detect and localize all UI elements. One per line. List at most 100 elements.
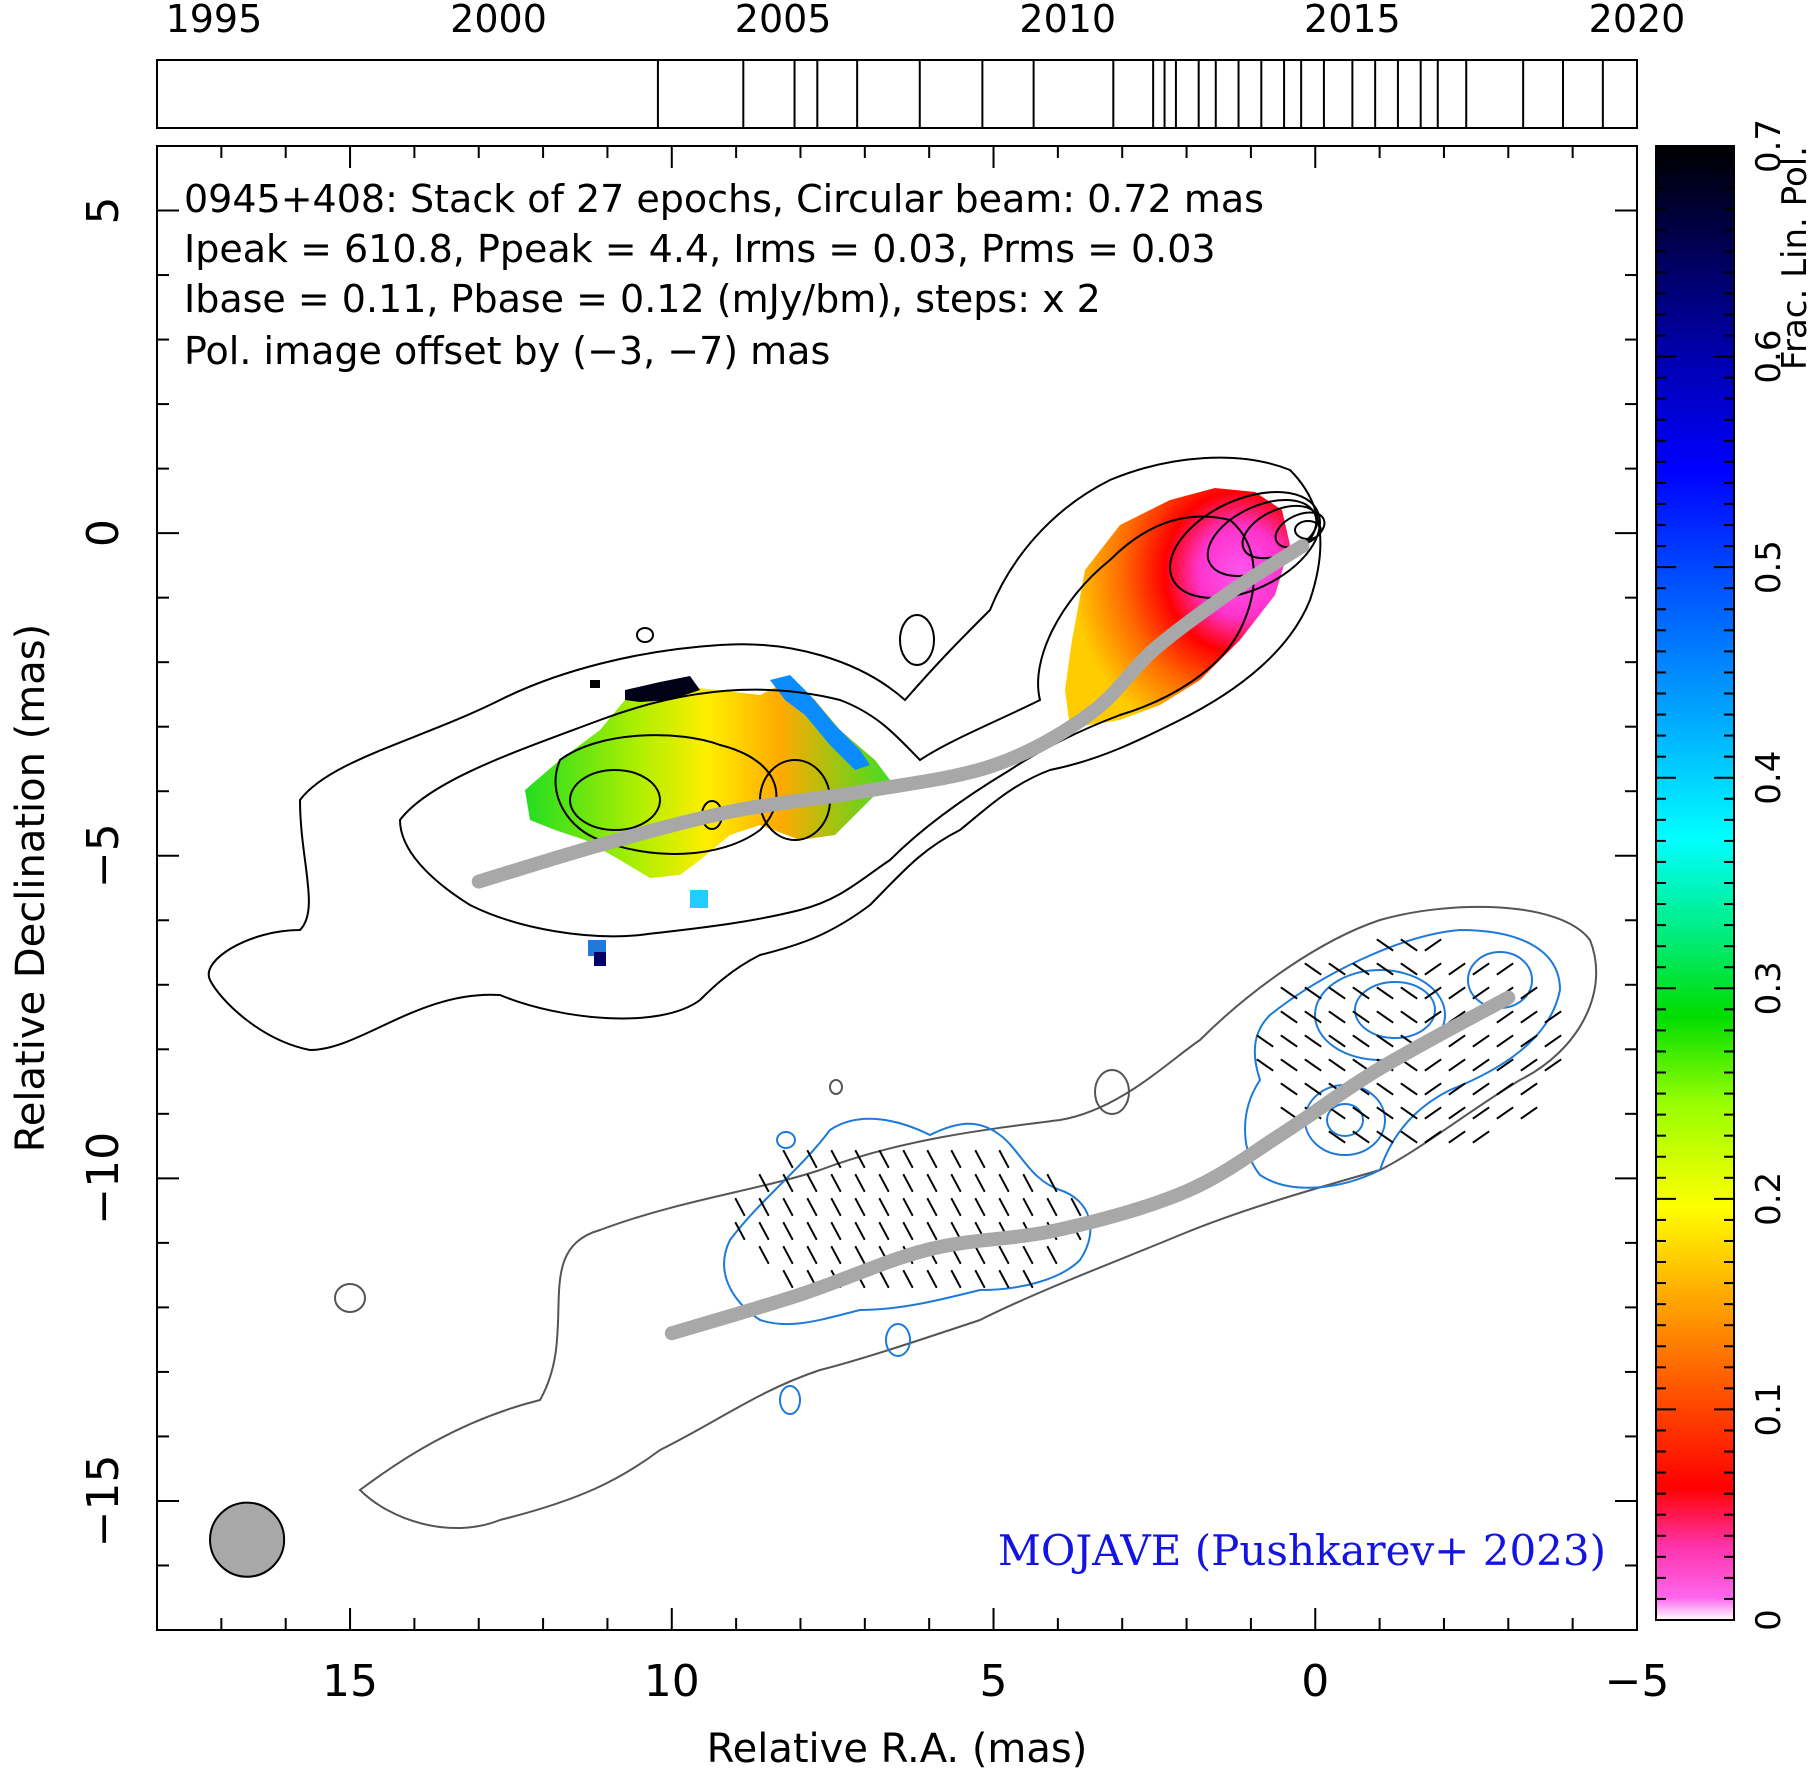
evpa-stick: [1256, 1058, 1274, 1072]
evpa-stick: [1424, 962, 1442, 976]
evpa-stick: [830, 1245, 842, 1265]
evpa-stick: [926, 1269, 938, 1289]
ridgeline-polarized: [664, 990, 1516, 1341]
evpa-stick: [1496, 1010, 1514, 1024]
evpa-stick: [974, 1197, 986, 1217]
evpa-stick: [1304, 1010, 1322, 1024]
total-contour-2: [398, 515, 1255, 938]
evpa-stick: [1280, 1106, 1298, 1120]
evpa-stick: [1046, 1197, 1058, 1217]
colorbar-tick-label: 0.6: [1749, 330, 1789, 384]
evpa-stick: [1544, 1010, 1562, 1024]
timeline-year-label: 2010: [1019, 0, 1116, 41]
evpa-stick: [734, 1221, 746, 1241]
fpol-core-region: [1065, 488, 1290, 728]
evpa-stick: [1448, 1082, 1466, 1096]
evpa-stick: [1496, 962, 1514, 976]
evpa-stick: [1352, 1130, 1370, 1144]
evpa-stick: [1022, 1173, 1034, 1193]
evpa-stick: [878, 1221, 890, 1241]
timeline-year-labels: 1995 2000 2005 2010 2015 2020: [166, 0, 1686, 41]
pol-contour-core-3: [1354, 981, 1436, 1039]
evpa-stick: [830, 1149, 842, 1169]
y-tick-label: −5: [78, 823, 129, 888]
evpa-stick: [1448, 1106, 1466, 1120]
total-intensity-contours: [207, 456, 1326, 1052]
colorbar-tick-label: 0.5: [1749, 540, 1789, 594]
fpol-jet-blue-edge: [770, 675, 870, 770]
evpa-stick: [1448, 986, 1466, 1000]
evpa-stick: [1280, 986, 1298, 1000]
evpa-stick: [758, 1245, 770, 1265]
evpa-stick: [854, 1149, 866, 1169]
fractional-polarization-map: [525, 488, 1290, 966]
evpa-stick: [1424, 986, 1442, 1000]
evpa-stick: [1496, 1058, 1514, 1072]
total-contour-outer: [207, 456, 1322, 1052]
evpa-stick: [902, 1221, 914, 1241]
total-contour-knot-a: [569, 769, 661, 831]
pol-base-island-2: [334, 1283, 366, 1313]
colorbar-ticks: [1656, 145, 1734, 1621]
pol-contour-blob-b: [779, 1385, 801, 1415]
evpa-stick: [950, 1197, 962, 1217]
evpa-stick: [734, 1197, 746, 1217]
evpa-stick: [1472, 1130, 1490, 1144]
evpa-stick: [1280, 1034, 1298, 1048]
evpa-stick: [1400, 1130, 1418, 1144]
evpa-stick: [1496, 1082, 1514, 1096]
beam-ellipse: [209, 1501, 286, 1578]
evpa-stick: [1424, 1010, 1442, 1024]
evpa-stick: [1520, 1010, 1538, 1024]
evpa-stick: [974, 1149, 986, 1169]
evpa-stick: [878, 1149, 890, 1169]
evpa-stick: [1472, 962, 1490, 976]
evpa-stick: [1328, 1058, 1346, 1072]
evpa-stick: [1520, 1034, 1538, 1048]
evpa-stick: [998, 1149, 1010, 1169]
evpa-stick: [1328, 1034, 1346, 1048]
evpa-stick: [1424, 1082, 1442, 1096]
evpa-stick: [974, 1269, 986, 1289]
evpa-stick: [854, 1245, 866, 1265]
evpa-stick: [878, 1197, 890, 1217]
evpa-stick: [1544, 1058, 1562, 1072]
colorbar-tick-labels: 0 0.1 0.2 0.3 0.4 0.5 0.6 0.7: [1749, 119, 1789, 1631]
evpa-stick: [1496, 1106, 1514, 1120]
evpa-stick: [1496, 1034, 1514, 1048]
evpa-stick: [1352, 986, 1370, 1000]
evpa-stick: [1448, 962, 1466, 976]
evpa-stick: [902, 1269, 914, 1289]
evpa-stick: [1304, 986, 1322, 1000]
evpa-stick: [1046, 1245, 1058, 1265]
evpa-stick: [1328, 962, 1346, 976]
timeline-year-label: 2005: [735, 0, 832, 41]
pol-base-island: [1094, 1069, 1130, 1115]
evpa-stick: [830, 1221, 842, 1241]
info-line-1: 0945+408: Stack of 27 epochs, Circular b…: [184, 177, 1264, 221]
x-axis-label: Relative R.A. (mas): [707, 1726, 1088, 1772]
evpa-stick: [878, 1173, 890, 1193]
pol-base-island-3: [829, 1079, 843, 1095]
evpa-stick: [1472, 1058, 1490, 1072]
evpa-stick: [902, 1149, 914, 1169]
colorbar-gradient: [1655, 145, 1735, 1621]
evpa-stick: [1376, 986, 1394, 1000]
evpa-stick: [998, 1197, 1010, 1217]
fpol-cyan-speck: [690, 890, 708, 908]
timeline-year-label: 2015: [1304, 0, 1401, 41]
total-contour-inner-jet: [554, 734, 778, 855]
evpa-stick: [974, 1173, 986, 1193]
timeline-year-label: 1995: [166, 0, 263, 41]
evpa-stick: [1400, 1106, 1418, 1120]
evpa-stick: [950, 1173, 962, 1193]
evpa-stick: [1022, 1269, 1034, 1289]
pol-contour-core-6: [1326, 1103, 1364, 1137]
timeline-box: [156, 59, 1638, 129]
evpa-stick: [1376, 1010, 1394, 1024]
evpa-stick: [998, 1269, 1010, 1289]
evpa-stick: [782, 1173, 794, 1193]
x-tick-label: 10: [644, 1656, 700, 1707]
evpa-stick: [1304, 1058, 1322, 1072]
